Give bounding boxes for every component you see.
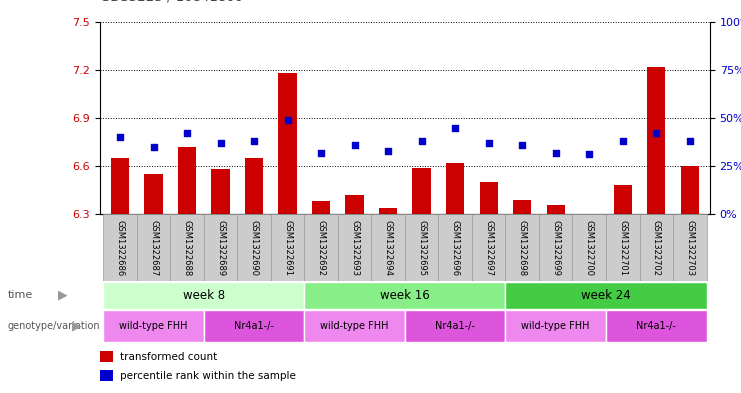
- Bar: [104, 214, 137, 281]
- Point: [382, 147, 394, 154]
- Text: Nr4a1-/-: Nr4a1-/-: [234, 321, 274, 331]
- Bar: [405, 214, 439, 281]
- Text: Nr4a1-/-: Nr4a1-/-: [637, 321, 677, 331]
- Bar: [505, 214, 539, 281]
- Point: [215, 140, 227, 146]
- Text: GSM1322696: GSM1322696: [451, 220, 459, 275]
- Text: transformed count: transformed count: [119, 351, 217, 362]
- Bar: [673, 214, 706, 281]
- Text: GSM1322699: GSM1322699: [551, 220, 560, 275]
- Bar: [111, 158, 130, 214]
- Text: GDS5223 / 10841800: GDS5223 / 10841800: [100, 0, 243, 4]
- Bar: [614, 185, 632, 214]
- Text: wild-type FHH: wild-type FHH: [522, 321, 590, 331]
- Text: GSM1322690: GSM1322690: [250, 220, 259, 275]
- Bar: [446, 163, 465, 214]
- Text: ▶: ▶: [59, 288, 67, 302]
- Text: GSM1322702: GSM1322702: [652, 220, 661, 275]
- Text: ▶: ▶: [72, 319, 81, 332]
- Bar: [338, 214, 371, 281]
- Bar: [305, 214, 338, 281]
- Point: [248, 138, 260, 144]
- Text: GSM1322700: GSM1322700: [585, 220, 594, 275]
- Point: [315, 149, 327, 156]
- Bar: [245, 158, 263, 214]
- Bar: [312, 201, 330, 214]
- Bar: [680, 166, 699, 214]
- Text: time: time: [7, 290, 33, 300]
- Point: [416, 138, 428, 144]
- Bar: [104, 282, 305, 309]
- Point: [651, 130, 662, 136]
- Text: GSM1322692: GSM1322692: [316, 220, 326, 275]
- Point: [684, 138, 696, 144]
- Bar: [539, 214, 573, 281]
- Text: GSM1322693: GSM1322693: [350, 220, 359, 275]
- Bar: [271, 214, 305, 281]
- Point: [182, 130, 193, 136]
- Text: GSM1322691: GSM1322691: [283, 220, 292, 275]
- Bar: [137, 214, 170, 281]
- Text: GSM1322688: GSM1322688: [182, 220, 192, 276]
- Bar: [204, 310, 305, 342]
- Bar: [573, 214, 606, 281]
- Bar: [211, 169, 230, 214]
- Text: GSM1322687: GSM1322687: [149, 220, 158, 276]
- Bar: [547, 204, 565, 214]
- Bar: [379, 208, 397, 214]
- Bar: [100, 351, 113, 362]
- Text: percentile rank within the sample: percentile rank within the sample: [119, 371, 296, 380]
- Bar: [144, 174, 163, 214]
- Text: genotype/variation: genotype/variation: [7, 321, 100, 331]
- Text: GSM1322698: GSM1322698: [518, 220, 527, 275]
- Bar: [513, 200, 531, 214]
- Point: [114, 134, 126, 140]
- Text: GSM1322703: GSM1322703: [685, 220, 694, 275]
- Point: [282, 117, 293, 123]
- Bar: [279, 73, 297, 214]
- Text: week 24: week 24: [581, 288, 631, 302]
- Text: week 16: week 16: [380, 288, 430, 302]
- Text: wild-type FHH: wild-type FHH: [320, 321, 389, 331]
- Text: week 8: week 8: [183, 288, 225, 302]
- Bar: [345, 195, 364, 214]
- Bar: [505, 282, 706, 309]
- Point: [583, 151, 595, 158]
- Bar: [647, 66, 665, 214]
- Bar: [479, 182, 498, 214]
- Text: Nr4a1-/-: Nr4a1-/-: [435, 321, 475, 331]
- Bar: [606, 310, 706, 342]
- Bar: [178, 147, 196, 214]
- Text: GSM1322695: GSM1322695: [417, 220, 426, 275]
- Text: GSM1322701: GSM1322701: [618, 220, 628, 275]
- Bar: [472, 214, 505, 281]
- Bar: [104, 310, 204, 342]
- Text: wild-type FHH: wild-type FHH: [119, 321, 188, 331]
- Bar: [237, 214, 271, 281]
- Bar: [204, 214, 237, 281]
- Bar: [170, 214, 204, 281]
- Text: GSM1322686: GSM1322686: [116, 220, 124, 276]
- Text: GSM1322697: GSM1322697: [484, 220, 494, 275]
- Text: GSM1322694: GSM1322694: [384, 220, 393, 275]
- Point: [483, 140, 495, 146]
- Bar: [305, 282, 505, 309]
- Point: [617, 138, 628, 144]
- Bar: [606, 214, 639, 281]
- Bar: [100, 370, 113, 381]
- Point: [349, 142, 361, 148]
- Point: [550, 149, 562, 156]
- Point: [516, 142, 528, 148]
- Bar: [505, 310, 606, 342]
- Bar: [405, 310, 505, 342]
- Bar: [371, 214, 405, 281]
- Bar: [413, 168, 431, 214]
- Point: [449, 124, 461, 130]
- Bar: [639, 214, 673, 281]
- Bar: [305, 310, 405, 342]
- Point: [147, 143, 159, 150]
- Text: GSM1322689: GSM1322689: [216, 220, 225, 275]
- Bar: [439, 214, 472, 281]
